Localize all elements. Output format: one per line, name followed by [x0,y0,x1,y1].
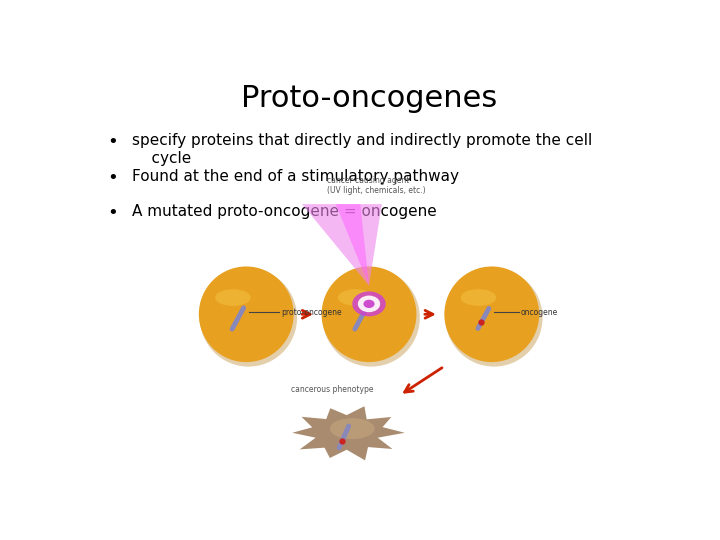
Circle shape [364,300,374,308]
Polygon shape [292,406,405,460]
Ellipse shape [215,289,251,306]
Text: Found at the end of a stimulatory pathway: Found at the end of a stimulatory pathwa… [132,168,459,184]
Text: •: • [107,168,117,187]
Ellipse shape [444,266,539,362]
Text: specify proteins that directly and indirectly promote the cell
    cycle: specify proteins that directly and indir… [132,133,592,166]
Ellipse shape [461,289,496,306]
Text: cancerous phenotype: cancerous phenotype [291,384,374,394]
Text: cancer-causing agent
(UV light, chemicals, etc.): cancer-causing agent (UV light, chemical… [327,176,426,195]
Ellipse shape [323,268,420,367]
Polygon shape [302,204,382,286]
Circle shape [358,295,380,312]
Ellipse shape [330,418,374,439]
Ellipse shape [338,289,374,306]
Text: Proto-oncogenes: Proto-oncogenes [241,84,497,112]
Ellipse shape [199,266,294,362]
Text: •: • [107,133,117,151]
Text: oncogene: oncogene [521,308,558,316]
Ellipse shape [200,268,297,367]
Text: proto-oncogene: proto-oncogene [281,308,341,316]
Circle shape [352,292,386,316]
Ellipse shape [322,266,416,362]
Polygon shape [336,204,369,286]
Ellipse shape [446,268,543,367]
Text: A mutated proto-oncogene = oncogene: A mutated proto-oncogene = oncogene [132,204,436,219]
Text: •: • [107,204,117,222]
